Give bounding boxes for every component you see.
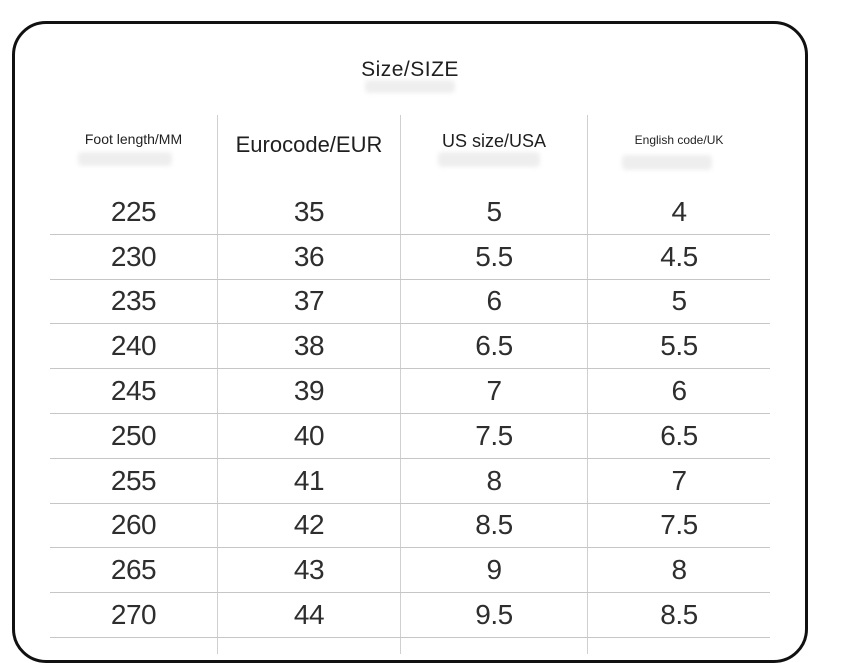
table-row: 250 40 7.5 6.5 [50,413,770,459]
size-cell: 8 [587,548,770,593]
size-cell: 260 [110,509,157,541]
size-cell: 235 [110,285,157,317]
size-cell: 42 [217,503,400,548]
size-cell: 5 [400,190,587,234]
size-cell: 230 [110,240,157,272]
table-footer-spacer [50,637,770,654]
ghost-text [78,152,172,166]
table-row: 230 36 5.5 4.5 [50,234,770,280]
table-row: 260 42 8.5 7.5 [50,503,770,549]
size-cell: 5.5 [587,324,770,369]
size-cell: 9 [400,548,587,593]
ghost-text [365,80,455,93]
size-cell: 7 [400,369,587,413]
size-cell: 8.5 [400,503,587,548]
size-cell: 41 [217,458,400,503]
table-row: 240 38 6.5 5.5 [50,324,770,370]
column-header-us-size: US size/USA [400,115,587,190]
column-header-english-code: English code/UK [587,115,770,190]
ghost-text [438,152,540,167]
size-cell: 7.5 [400,413,587,458]
size-cell: 7.5 [587,503,770,548]
size-cell: 4.5 [587,234,770,279]
size-cell: 5 [587,279,770,324]
size-cell: 35 [217,190,400,234]
column-header-eurocode: Eurocode/EUR [217,115,400,190]
table-row: 270 44 9.5 8.5 [50,593,770,638]
size-cell: 245 [110,375,157,407]
size-cell: 8.5 [587,593,770,637]
size-cell: 6.5 [400,324,587,369]
table-row: 265 43 9 8 [50,548,770,594]
size-table: Foot length/MM Eurocode/EUR US size/USA … [50,115,770,654]
size-cell: 38 [217,324,400,369]
size-cell: 44 [217,593,400,637]
column-header-foot-length: Foot length/MM [84,131,183,147]
ghost-text [622,155,712,170]
size-cell: 37 [217,279,400,324]
size-cell: 225 [110,195,157,227]
size-cell: 4 [587,190,770,234]
table-header-row: Foot length/MM Eurocode/EUR US size/USA … [50,115,770,190]
table-body: 225 35 5 4 230 36 5.5 4.5 235 37 6 5 240 38 6.5 5.5 245 3… [50,190,770,638]
size-cell: 6 [587,369,770,413]
table-row: 245 39 7 6 [50,369,770,414]
size-cell: 39 [217,369,400,413]
size-cell: 7 [587,458,770,503]
table-row: 255 41 8 7 [50,458,770,504]
size-cell: 265 [110,554,157,586]
table-row: 225 35 5 4 [50,190,770,235]
size-chart-card: Size/SIZE Foot length/MM Eurocode/EUR US… [12,21,808,663]
size-cell: 6 [400,279,587,324]
size-cell: 43 [217,548,400,593]
table-row: 235 37 6 5 [50,279,770,325]
size-cell: 5.5 [400,234,587,279]
size-cell: 255 [110,464,157,496]
size-cell: 250 [110,419,157,451]
size-cell: 9.5 [400,593,587,637]
size-cell: 36 [217,234,400,279]
size-cell: 240 [110,330,157,362]
size-cell: 8 [400,458,587,503]
size-cell: 270 [110,599,157,631]
size-cell: 6.5 [587,413,770,458]
chart-title: Size/SIZE [361,58,459,81]
size-cell: 40 [217,413,400,458]
